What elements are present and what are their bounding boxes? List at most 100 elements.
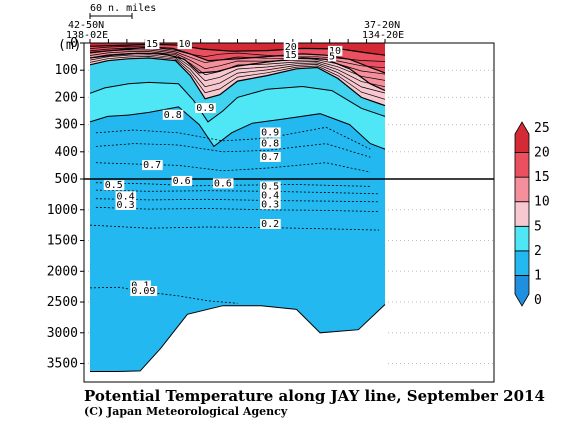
contour-label: 0.09 xyxy=(131,286,155,297)
contour-dashed-8 xyxy=(89,286,238,304)
contour-warm-thin-4 xyxy=(89,51,386,81)
sea-bottom-mask xyxy=(90,304,385,382)
contour-label: 0.3 xyxy=(261,199,279,210)
sea-bottom-profile xyxy=(90,304,386,382)
contour-label-bg xyxy=(212,178,234,189)
y-tick-label: 3000 xyxy=(47,326,78,341)
contour-label: 0.9 xyxy=(261,127,279,138)
contour-label-bg xyxy=(283,49,299,60)
contour-label-bg xyxy=(260,151,281,162)
contour-label-bg xyxy=(260,138,281,149)
distance-scale-label: 60 n. miles xyxy=(90,3,156,14)
colorbar-segment xyxy=(514,121,530,153)
contour-label: 0.4 xyxy=(117,191,135,202)
contour-label-bg xyxy=(260,218,281,229)
contour-label-bg xyxy=(283,41,299,52)
fill-layer-0-1 xyxy=(90,43,385,372)
fill-layer-15-20 xyxy=(90,43,385,73)
contour-label-bg xyxy=(145,39,160,50)
contour-label-bg xyxy=(130,280,151,291)
start-station-label: 42-50N 138-02E xyxy=(66,20,108,41)
contour-label-bg xyxy=(130,286,158,297)
contour-label-bg xyxy=(327,51,337,62)
contour-dashed-5 xyxy=(95,198,380,203)
contour-warm-thin-2 xyxy=(89,54,386,94)
contour-warm-thin-1 xyxy=(89,56,386,100)
contour-label-bg xyxy=(260,190,281,201)
contour-warm-thin-5 xyxy=(89,49,386,75)
y-unit-label: (m) xyxy=(58,38,81,53)
y-tick-label: 2500 xyxy=(47,295,78,310)
contour-label: 0.5 xyxy=(105,180,123,191)
y-tick-label: 0 xyxy=(70,36,78,51)
contour-label-bg xyxy=(162,109,184,120)
colorbar-segment xyxy=(514,250,530,276)
contour-label: 15 xyxy=(146,39,158,50)
contour-dashed-7 xyxy=(89,224,380,231)
fill-layer-20-25 xyxy=(90,43,385,56)
contour-label: 0.7 xyxy=(261,152,279,163)
contour-label-bg xyxy=(115,191,137,202)
y-tick-label: 1500 xyxy=(47,234,78,249)
y-tick-label: 500 xyxy=(55,172,78,187)
distance-scale: 60 n. miles xyxy=(89,3,156,19)
contour-label-bg xyxy=(260,199,281,210)
end-station-lat: 37-20N xyxy=(364,20,400,31)
contour-label: 20 xyxy=(285,42,297,53)
y-tick-label: 2000 xyxy=(47,264,78,279)
contour-labels: 151020151050.80.90.90.80.70.70.60.60.50.… xyxy=(103,39,343,297)
contour-label-bg xyxy=(327,45,343,56)
contour-label: 10 xyxy=(179,39,191,50)
start-station-lat: 42-50N xyxy=(68,20,104,31)
contour-label-bg xyxy=(260,127,281,138)
y-tick-label: 400 xyxy=(55,145,78,160)
y-tick-label: 200 xyxy=(55,90,78,105)
contour-label: 0.7 xyxy=(143,160,161,171)
contour-label: 0.2 xyxy=(261,219,279,230)
colorbar-label: 25 xyxy=(534,121,550,136)
colorbar-label: 20 xyxy=(534,146,550,161)
y-tick-label: 1000 xyxy=(47,203,78,218)
contour-warm-3 xyxy=(89,57,386,107)
contour-label: 0.5 xyxy=(261,181,279,192)
contour-warm-thin-3 xyxy=(89,52,386,88)
y-axis-ticks: 0 100 200 300 400 500 1000 1500 2000 2500 3000 3500 xyxy=(47,36,84,372)
chart-title: Potential Temperature along JAY line, Se… xyxy=(84,387,545,405)
contour-dashed-6 xyxy=(95,206,380,212)
colorbar-segment xyxy=(514,176,530,203)
colorbar-segment xyxy=(514,152,530,178)
contour-dashed-4 xyxy=(95,189,380,195)
colorbar-label: 0 xyxy=(534,293,542,308)
contour-2 xyxy=(89,81,386,123)
contour-label: 15 xyxy=(285,50,297,61)
contour-label: 0.9 xyxy=(196,103,214,114)
y-tick-label: 100 xyxy=(55,63,78,78)
contour-label: 0.1 xyxy=(131,280,149,291)
contour-dashed-3 xyxy=(95,182,371,187)
colorbar-label: 10 xyxy=(534,195,550,210)
contour-label: 0.8 xyxy=(261,138,279,149)
contour-label-bg xyxy=(171,175,193,186)
contour-label: 0.4 xyxy=(261,191,279,202)
colorbar-segment xyxy=(514,201,530,227)
end-station-label: 37-20N 134-20E xyxy=(362,20,404,41)
contour-label: 0.8 xyxy=(164,110,182,121)
colorbar-segment xyxy=(514,275,530,307)
contour-label-bg xyxy=(115,199,137,210)
contour-label-bg xyxy=(142,160,163,171)
contour-label: 0.3 xyxy=(117,200,135,211)
colorbar-label: 15 xyxy=(534,170,550,185)
contour-1 xyxy=(89,106,386,150)
colorbar-label: 5 xyxy=(534,219,542,234)
chart-credit: (C) Japan Meteorological Agency xyxy=(84,405,288,418)
sea-bottom-line xyxy=(90,304,386,372)
contour-label: 0.6 xyxy=(214,178,232,189)
contour-label: 0.6 xyxy=(173,176,191,187)
y-tick-label: 3500 xyxy=(47,357,78,372)
y-tick-label: 300 xyxy=(55,118,78,133)
end-station-lon: 134-20E xyxy=(362,30,404,41)
contour-label-bg xyxy=(103,180,125,191)
colorbar-segment xyxy=(514,225,530,252)
